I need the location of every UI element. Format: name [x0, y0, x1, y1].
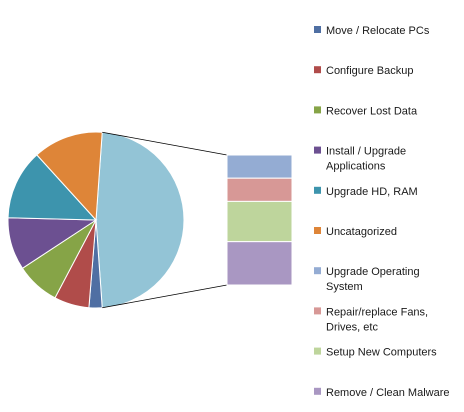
legend-item-repair-replace-fans-drives-etc: Repair/replace Fans, Drives, etc — [314, 306, 428, 333]
legend-swatch — [314, 186, 321, 194]
connector-lines — [102, 131, 228, 309]
legend-label: Repair/replace Fans, Drives, etc — [326, 306, 428, 333]
bar-segment-remove-clean-malware — [226, 241, 293, 286]
legend-label: Install / Upgrade Applications — [326, 146, 406, 173]
legend-item-remove-clean-malware: Remove / Clean Malware — [314, 387, 450, 399]
connector-line-bottom — [102, 284, 228, 309]
legend-swatch — [314, 267, 321, 275]
legend-label: Move / Relocate PCs — [326, 25, 430, 37]
legend-label: Upgrade Operating System — [326, 266, 420, 293]
legend-item-configure-backup: Configure Backup — [314, 65, 413, 77]
legend-label: Setup New Computers — [326, 347, 437, 359]
legend-item-upgrade-operating-system: Upgrade Operating System — [314, 266, 420, 293]
legend-label: Remove / Clean Malware — [326, 387, 450, 399]
pie-group — [7, 131, 185, 309]
legend-swatch — [314, 26, 321, 33]
legend-swatch — [314, 227, 321, 234]
legend-label: Uncatagorized — [326, 226, 397, 238]
legend: Move / Relocate PCs Configure Backup Recov… — [314, 25, 450, 399]
legend-swatch — [314, 347, 321, 355]
legend-swatch — [314, 146, 321, 154]
legend-item-move-relocate-pcs: Move / Relocate PCs — [314, 25, 430, 37]
legend-label: Upgrade HD, RAM — [326, 186, 418, 198]
connector-line-top — [102, 131, 228, 156]
bar-segment-repair-replace-fans-drives-etc — [226, 177, 293, 202]
legend-item-install-upgrade-applications: Install / Upgrade Applications — [314, 146, 406, 173]
legend-swatch — [314, 307, 321, 315]
bar-segment-upgrade-operating-system — [226, 154, 293, 179]
secondary-stack — [226, 154, 293, 286]
legend-swatch — [314, 387, 321, 395]
legend-swatch — [314, 106, 321, 114]
pie-slice-other — [95, 131, 185, 309]
legend-item-upgrade-hd-ram: Upgrade HD, RAM — [314, 186, 418, 198]
legend-label: Configure Backup — [326, 65, 413, 77]
pie-slice-uncatagorized — [36, 131, 103, 222]
legend-item-setup-new-computers: Setup New Computers — [314, 347, 437, 359]
bar-segment-setup-new-computers — [226, 200, 293, 243]
legend-item-uncatagorized: Uncatagorized — [314, 226, 397, 238]
pie-slice-upgrade-hd-ram — [7, 154, 98, 221]
legend-swatch — [314, 66, 321, 74]
legend-item-recover-lost-data: Recover Lost Data — [314, 105, 418, 117]
legend-label: Recover Lost Data — [326, 105, 418, 117]
